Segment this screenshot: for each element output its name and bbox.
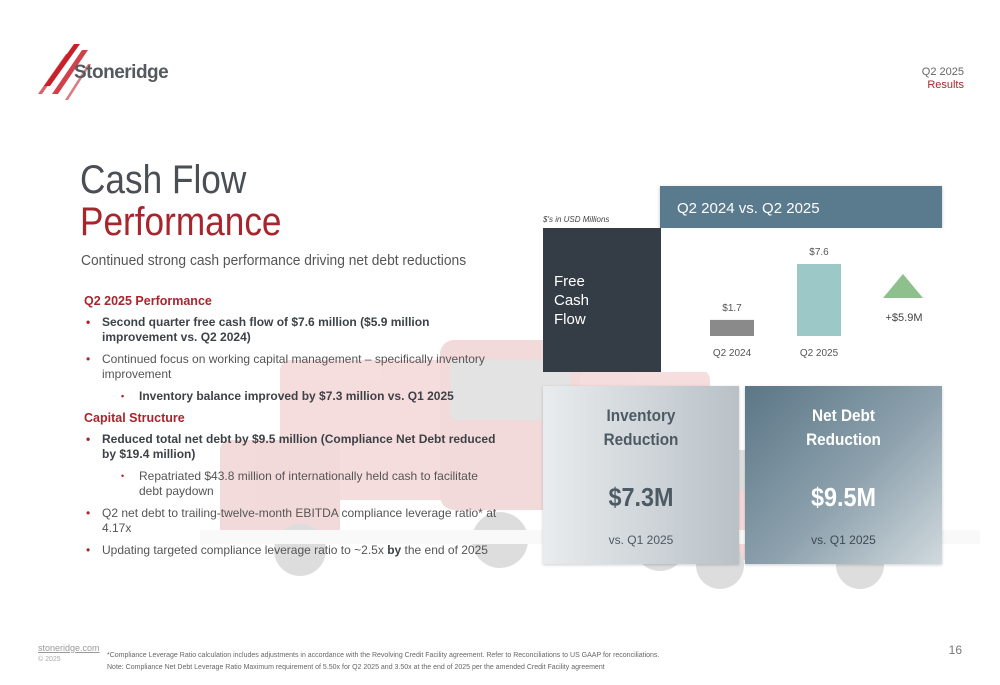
bullet-leverage-ratio: Q2 net debt to trailing-twelve-month EBI… <box>84 506 504 536</box>
bullet-target-ratio: Updating targeted compliance leverage ra… <box>84 543 504 558</box>
section-heading-performance: Q2 2025 Performance <box>84 294 212 308</box>
fcf-comparison-header: Q2 2024 vs. Q2 2025 <box>660 186 942 228</box>
target-ratio-by: by <box>387 543 402 557</box>
units-note: $'s in USD Millions <box>543 215 610 224</box>
net-debt-reduction-card: Net Debt Reduction $9.5M vs. Q1 2025 <box>745 386 942 564</box>
category-tick-label: Q2 2024 <box>713 348 752 359</box>
bullet-net-debt: Reduced total net debt by $9.5 million (… <box>84 432 504 462</box>
footnotes: *Compliance Leverage Ratio calculation i… <box>107 650 659 674</box>
net-debt-compare: vs. Q1 2025 <box>811 533 876 547</box>
subbullet-inventory: Inventory balance improved by $7.3 milli… <box>84 389 504 404</box>
fcf-label-line1: Free <box>554 273 585 290</box>
net-debt-card-title: Net Debt Reduction <box>755 404 932 452</box>
inventory-value: $7.3M <box>608 482 674 512</box>
results-label: Results <box>927 79 964 91</box>
footnote-2: Note: Compliance Net Debt Leverage Ratio… <box>107 664 605 671</box>
inventory-compare: vs. Q1 2025 <box>608 533 674 547</box>
net-debt-value: $9.5M <box>810 482 877 512</box>
footnote-1: *Compliance Leverage Ratio calculation i… <box>107 652 660 659</box>
period-label: Q2 2025 <box>921 66 964 78</box>
page-number: 16 <box>948 643 962 657</box>
fcf-chart-svg: +$5.9M $1.7 Q2 2024 $7.6 Q2 2025 <box>710 247 923 359</box>
bullet-fcf: Second quarter free cash flow of $7.6 mi… <box>84 315 504 345</box>
fcf-bar-chart: +$5.9M $1.7 Q2 2024 $7.6 Q2 2025 <box>661 228 942 372</box>
fcf-label-line2: Cash <box>554 292 590 309</box>
stoneridge-logo-icon <box>38 44 91 100</box>
bar-q2-2025 <box>797 264 841 336</box>
bullet-working-capital: Continued focus on working capital manag… <box>84 352 504 382</box>
up-arrow-icon <box>883 274 923 298</box>
page-title-line1: Cash Flow <box>80 158 247 202</box>
section-heading-capital: Capital Structure <box>84 411 185 425</box>
inventory-title-line1: Inventory <box>606 406 676 425</box>
subbullet-repatriation: Repatriated $43.8 million of internation… <box>84 469 504 499</box>
bar-value-label: $7.6 <box>809 247 829 258</box>
brand-name: Stoneridge <box>74 62 169 83</box>
inventory-reduction-card: Inventory Reduction $7.3M vs. Q1 2025 <box>543 386 739 564</box>
website-link[interactable]: stoneridge.com <box>38 643 100 653</box>
inventory-card-title: Inventory Reduction <box>553 404 729 452</box>
net-debt-title-line2: Reduction <box>806 430 881 449</box>
bar-q2-2024 <box>710 319 754 336</box>
net-debt-title-line1: Net Debt <box>812 406 875 425</box>
target-ratio-text: Updating targeted compliance leverage ra… <box>102 543 388 557</box>
fcf-label-line3: Flow <box>554 311 586 328</box>
category-tick-label: Q2 2025 <box>800 348 839 359</box>
inventory-title-line2: Reduction <box>603 430 679 449</box>
page-title-line2: Performance <box>80 200 282 244</box>
fcf-label-panel: Free Cash Flow <box>543 228 661 372</box>
period-header: Q2 2025 Results <box>922 66 964 92</box>
body-content: Q2 2025 Performance Second quarter free … <box>84 294 504 565</box>
target-ratio-end: the end of 2025 <box>401 543 488 557</box>
fcf-change-label: +$5.9M <box>886 312 923 324</box>
copyright: © 2025 <box>38 656 61 663</box>
page-subtitle: Continued strong cash performance drivin… <box>81 252 467 269</box>
bar-value-label: $1.7 <box>722 303 742 314</box>
